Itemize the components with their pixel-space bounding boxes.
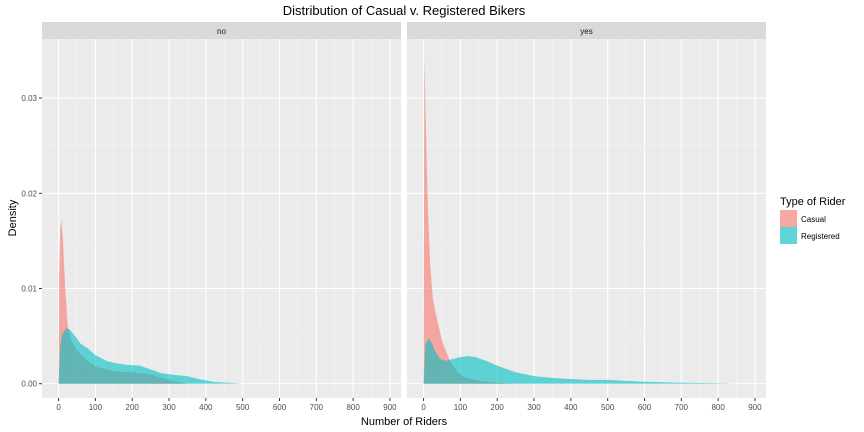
legend-title: Type of Rider	[780, 196, 846, 208]
strip-label: no	[217, 27, 226, 36]
chart-title: Distribution of Casual v. Registered Bik…	[283, 3, 526, 18]
density-area-registered	[58, 328, 243, 384]
x-tick-label: 200	[491, 403, 505, 412]
x-tick-label: 500	[236, 403, 250, 412]
strip-background	[407, 22, 766, 39]
strip-background	[42, 22, 401, 39]
legend-label: Registered	[801, 232, 840, 241]
y-tick-label: 0.01	[21, 284, 37, 293]
panel-yes: yes 0 100 200 300 400 500 600 700 800 900	[407, 22, 766, 412]
y-tick-label: 0.03	[21, 94, 37, 103]
legend-key-casual	[780, 210, 797, 227]
x-tick-label: 600	[273, 403, 287, 412]
x-tick-label: 900	[383, 403, 397, 412]
legend-label: Casual	[801, 215, 826, 224]
x-tick-label: 500	[601, 403, 615, 412]
x-tick-label: 300	[527, 403, 541, 412]
x-tick-label: 700	[310, 403, 324, 412]
density-area-registered	[423, 338, 737, 384]
x-tick-label: 0	[56, 403, 61, 412]
x-tick-label: 800	[711, 403, 725, 412]
legend-key-registered	[780, 227, 797, 244]
y-tick-label: 0.00	[21, 380, 37, 389]
x-tick-label: 900	[748, 403, 762, 412]
strip-label: yes	[580, 27, 592, 36]
x-tick-label: 200	[126, 403, 140, 412]
x-tick-label: 100	[454, 403, 468, 412]
x-tick-label: 100	[89, 403, 103, 412]
x-axis-title: Number of Riders	[361, 416, 448, 428]
panel-no: no 0 100 200 300 400 500 600 700 800 900 0.00 0.01 0.…	[21, 22, 401, 412]
x-tick-label: 400	[564, 403, 578, 412]
x-tick-label: 0	[421, 403, 426, 412]
x-tick-label: 700	[675, 403, 689, 412]
y-axis-title: Density	[7, 199, 19, 236]
x-tick-label: 300	[162, 403, 176, 412]
plot-background	[42, 39, 401, 398]
y-tick-label: 0.02	[21, 189, 37, 198]
plot-background	[407, 39, 766, 398]
x-tick-label: 800	[346, 403, 360, 412]
panels: no 0 100 200 300 400 500 600 700 800 900 0.00 0.01 0.…	[21, 22, 766, 412]
x-tick-label: 400	[199, 403, 213, 412]
x-tick-label: 600	[638, 403, 652, 412]
legend: Type of Rider Casual Registered	[780, 196, 846, 244]
